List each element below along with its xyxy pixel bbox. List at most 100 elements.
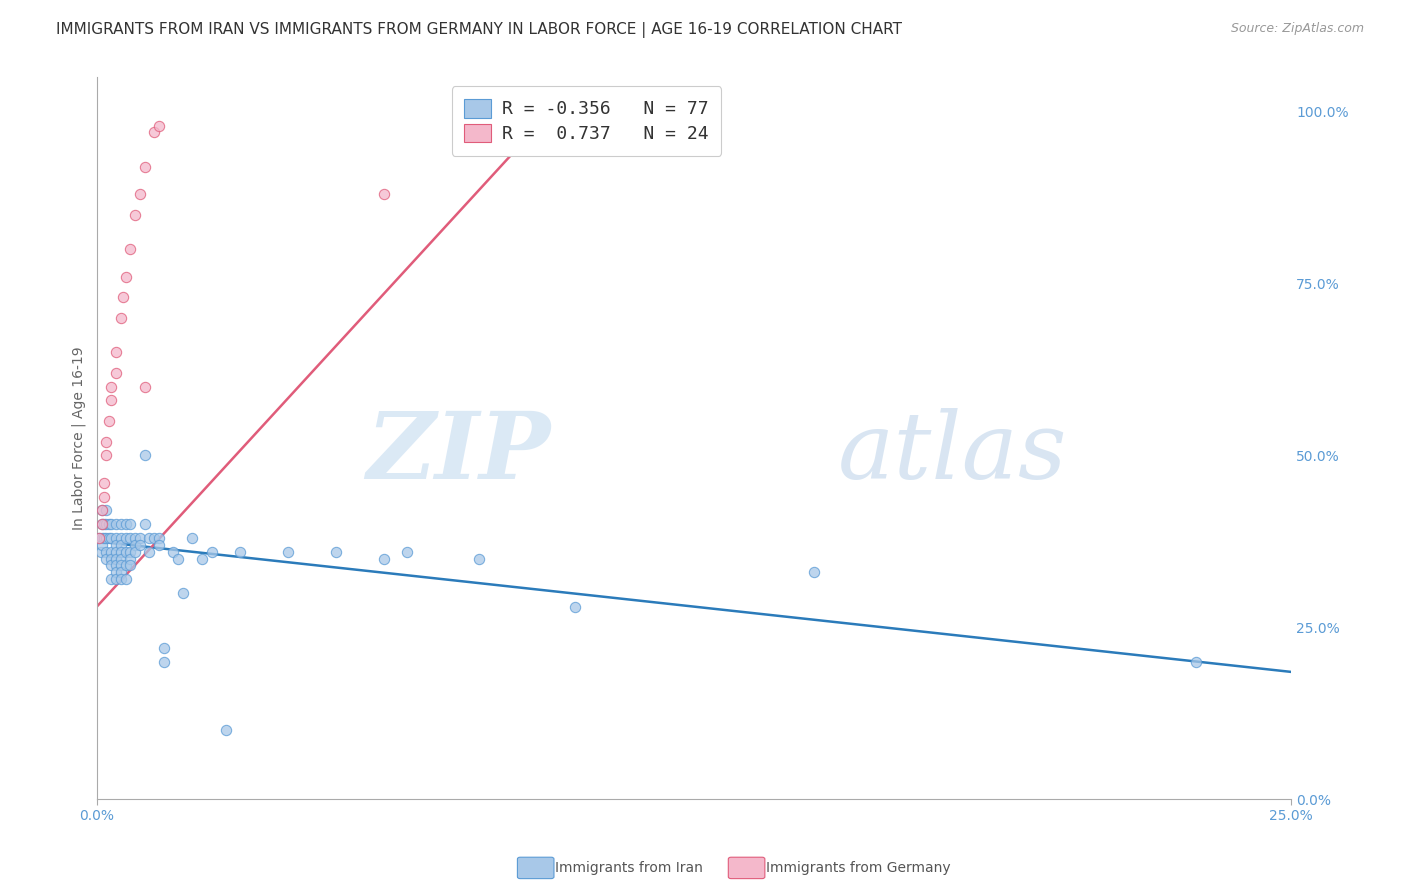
- Point: [1184, 655, 1206, 669]
- Point: [104, 544, 127, 558]
- Point: [90, 503, 112, 517]
- Point: [100, 558, 122, 573]
- Point: [120, 242, 142, 256]
- Point: [172, 586, 194, 600]
- Point: [104, 517, 127, 532]
- Point: [143, 531, 166, 545]
- Point: [100, 531, 122, 545]
- Point: [468, 551, 491, 566]
- Point: [90, 544, 112, 558]
- Text: ZIP: ZIP: [367, 408, 551, 498]
- Point: [124, 531, 146, 545]
- Point: [96, 531, 118, 545]
- Point: [124, 538, 146, 552]
- Point: [114, 531, 136, 545]
- Point: [96, 503, 118, 517]
- Point: [110, 544, 132, 558]
- Text: Immigrants from Iran: Immigrants from Iran: [555, 861, 703, 875]
- Point: [181, 531, 204, 545]
- Point: [200, 544, 222, 558]
- Point: [110, 531, 132, 545]
- Point: [104, 572, 127, 586]
- Legend: R = -0.356   N = 77, R =  0.737   N = 24: R = -0.356 N = 77, R = 0.737 N = 24: [451, 87, 721, 156]
- Point: [90, 517, 112, 532]
- Point: [96, 551, 118, 566]
- Point: [124, 208, 146, 222]
- Point: [110, 538, 132, 552]
- Point: [152, 640, 174, 655]
- Point: [114, 558, 136, 573]
- Point: [93, 475, 115, 490]
- Point: [128, 538, 150, 552]
- Point: [96, 517, 118, 532]
- Point: [134, 449, 156, 463]
- Point: [143, 125, 166, 139]
- Point: [104, 345, 127, 359]
- Point: [167, 551, 190, 566]
- Point: [104, 566, 127, 580]
- Point: [114, 544, 136, 558]
- Point: [396, 544, 419, 558]
- Point: [128, 531, 150, 545]
- Point: [100, 544, 122, 558]
- Point: [373, 187, 395, 202]
- Point: [803, 566, 825, 580]
- Point: [564, 599, 586, 614]
- Point: [120, 544, 142, 558]
- Point: [104, 551, 127, 566]
- Point: [90, 538, 112, 552]
- Point: [97, 531, 120, 545]
- Point: [120, 531, 142, 545]
- Text: atlas: atlas: [838, 408, 1067, 498]
- Point: [112, 290, 135, 304]
- Point: [96, 434, 118, 449]
- Point: [373, 551, 395, 566]
- Point: [110, 517, 132, 532]
- Point: [90, 517, 112, 532]
- Point: [120, 517, 142, 532]
- Point: [148, 119, 170, 133]
- Point: [120, 558, 142, 573]
- Point: [104, 531, 127, 545]
- Point: [100, 517, 122, 532]
- Point: [191, 551, 214, 566]
- Point: [540, 112, 562, 126]
- Point: [93, 517, 115, 532]
- Point: [96, 449, 118, 463]
- Text: Source: ZipAtlas.com: Source: ZipAtlas.com: [1230, 22, 1364, 36]
- Point: [100, 393, 122, 408]
- Point: [93, 531, 115, 545]
- Point: [148, 531, 170, 545]
- Point: [97, 414, 120, 428]
- Point: [104, 538, 127, 552]
- Point: [90, 503, 112, 517]
- Point: [110, 310, 132, 325]
- Point: [97, 517, 120, 532]
- Point: [104, 366, 127, 380]
- Point: [162, 544, 184, 558]
- Point: [114, 517, 136, 532]
- Point: [229, 544, 252, 558]
- Point: [138, 544, 160, 558]
- Point: [89, 531, 111, 545]
- Point: [138, 531, 160, 545]
- Point: [325, 544, 347, 558]
- Point: [100, 572, 122, 586]
- Point: [277, 544, 299, 558]
- Text: Immigrants from Germany: Immigrants from Germany: [766, 861, 950, 875]
- Point: [100, 380, 122, 394]
- Point: [96, 544, 118, 558]
- Point: [104, 558, 127, 573]
- Point: [110, 572, 132, 586]
- Point: [148, 538, 170, 552]
- Point: [128, 187, 150, 202]
- Y-axis label: In Labor Force | Age 16-19: In Labor Force | Age 16-19: [72, 346, 86, 530]
- Point: [134, 517, 156, 532]
- Point: [110, 551, 132, 566]
- Point: [110, 566, 132, 580]
- Point: [152, 655, 174, 669]
- Text: IMMIGRANTS FROM IRAN VS IMMIGRANTS FROM GERMANY IN LABOR FORCE | AGE 16-19 CORRE: IMMIGRANTS FROM IRAN VS IMMIGRANTS FROM …: [56, 22, 903, 38]
- Point: [93, 490, 115, 504]
- Point: [120, 551, 142, 566]
- Point: [90, 531, 112, 545]
